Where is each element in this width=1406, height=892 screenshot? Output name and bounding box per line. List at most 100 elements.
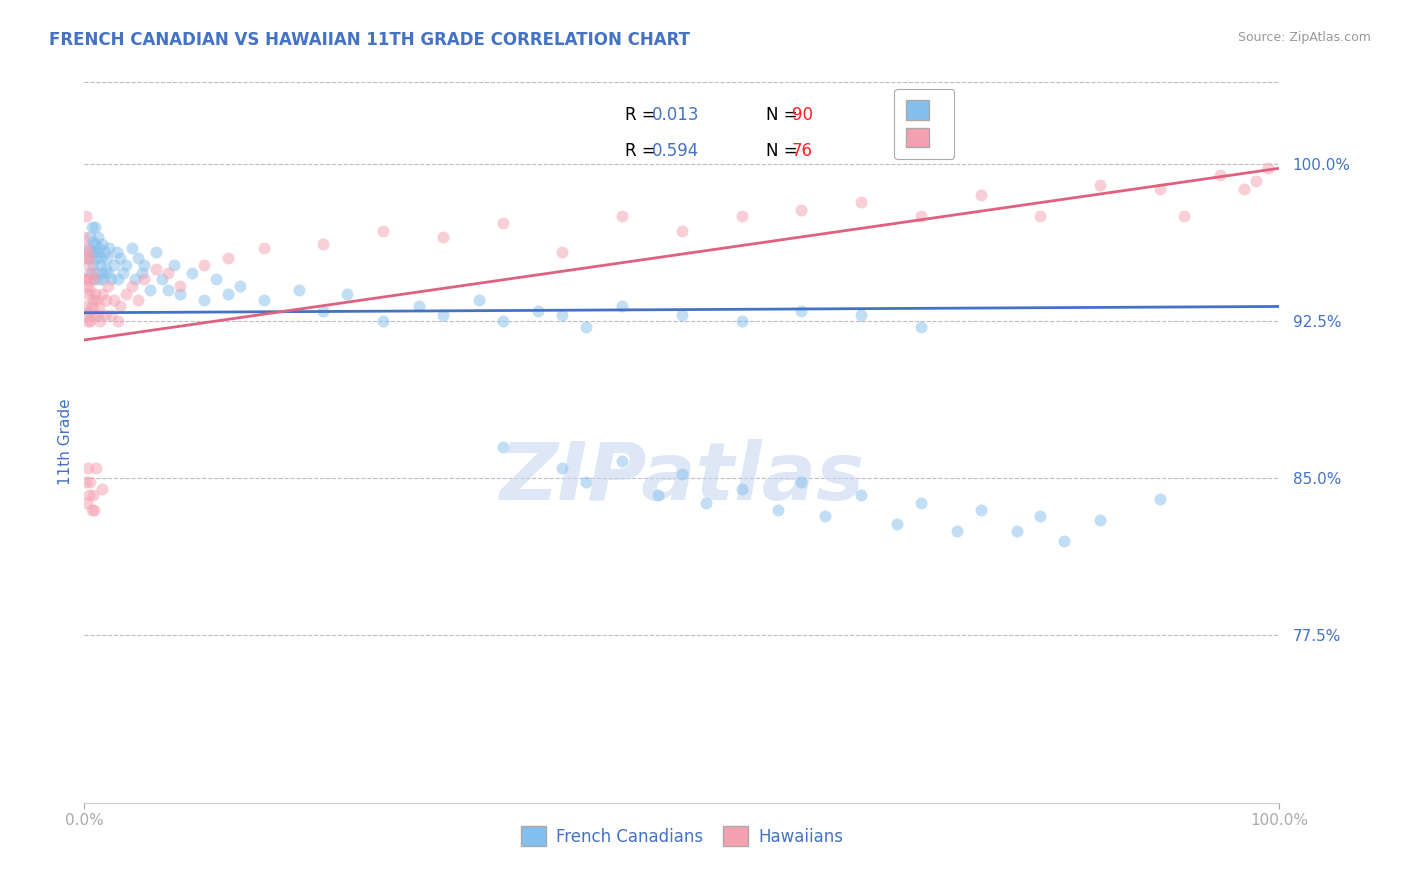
Point <box>84 286 107 301</box>
Point <box>86 230 108 244</box>
Point <box>1090 178 1112 192</box>
Point <box>94 293 117 308</box>
Point <box>110 300 132 314</box>
Point <box>77 460 100 475</box>
Text: 0.594: 0.594 <box>652 142 699 160</box>
Point <box>98 241 121 255</box>
Point <box>84 219 107 234</box>
Point <box>946 524 969 538</box>
Point <box>970 502 993 516</box>
Text: R =: R = <box>624 105 661 124</box>
Point <box>105 245 128 260</box>
Point <box>1053 534 1076 549</box>
Text: 90: 90 <box>792 105 813 124</box>
Point <box>312 303 335 318</box>
Point <box>851 308 873 322</box>
Point <box>131 266 153 280</box>
Point <box>169 286 191 301</box>
Point <box>89 314 111 328</box>
Point <box>612 300 634 314</box>
Point <box>1173 210 1195 224</box>
Point <box>1149 492 1171 507</box>
Point <box>169 278 191 293</box>
Point <box>77 314 100 328</box>
Point <box>84 236 107 251</box>
Point <box>83 272 105 286</box>
Point <box>851 488 873 502</box>
Point <box>73 272 96 286</box>
Point <box>910 210 932 224</box>
Point <box>217 252 239 266</box>
Point <box>132 258 156 272</box>
Point <box>90 252 112 266</box>
Point <box>87 241 110 255</box>
Point <box>910 320 932 334</box>
Point <box>100 308 122 322</box>
Point <box>103 293 125 308</box>
Point <box>94 261 117 276</box>
Point <box>82 293 104 308</box>
Point <box>970 188 993 202</box>
Point <box>86 266 108 280</box>
Text: Source: ZipAtlas.com: Source: ZipAtlas.com <box>1237 31 1371 45</box>
Point <box>75 210 97 224</box>
Point <box>612 454 634 468</box>
Point <box>121 241 143 255</box>
Point <box>671 308 693 322</box>
Point <box>1029 508 1052 523</box>
Point <box>111 266 134 280</box>
Point <box>87 272 110 286</box>
Text: FRENCH CANADIAN VS HAWAIIAN 11TH GRADE CORRELATION CHART: FRENCH CANADIAN VS HAWAIIAN 11TH GRADE C… <box>49 31 690 49</box>
Point <box>1209 168 1232 182</box>
Point <box>83 245 105 260</box>
Point <box>80 300 103 314</box>
Point <box>127 252 149 266</box>
Point <box>77 272 100 286</box>
Text: N =: N = <box>766 105 803 124</box>
Point <box>288 283 311 297</box>
Point <box>73 230 96 244</box>
Point <box>1244 174 1267 188</box>
Point <box>73 252 96 266</box>
Point <box>492 440 515 454</box>
Point <box>671 467 693 481</box>
Point <box>527 303 550 318</box>
Point <box>76 308 98 322</box>
Point <box>77 258 100 272</box>
Point <box>107 272 129 286</box>
Point <box>575 320 598 334</box>
Point <box>217 286 239 301</box>
Point <box>86 460 108 475</box>
Point <box>79 314 101 328</box>
Point <box>551 308 574 322</box>
Point <box>373 224 395 238</box>
Point <box>886 517 908 532</box>
Y-axis label: 11th Grade: 11th Grade <box>58 398 73 485</box>
Point <box>432 230 454 244</box>
Point <box>1029 210 1052 224</box>
Point <box>492 216 515 230</box>
Point <box>612 210 634 224</box>
Point <box>139 283 162 297</box>
Text: ZIPatlas: ZIPatlas <box>499 439 865 516</box>
Point <box>80 219 103 234</box>
Point <box>229 278 252 293</box>
Point <box>75 272 97 286</box>
Point <box>77 286 100 301</box>
Point <box>731 314 754 328</box>
Point <box>157 283 180 297</box>
Point <box>695 496 717 510</box>
Point <box>93 272 115 286</box>
Point <box>145 245 167 260</box>
Text: N =: N = <box>766 142 803 160</box>
Point <box>91 286 114 301</box>
Point <box>77 488 100 502</box>
Point <box>1233 182 1256 196</box>
Point <box>86 252 108 266</box>
Point <box>193 293 215 308</box>
Point <box>790 203 813 218</box>
Text: 0.013: 0.013 <box>652 105 700 124</box>
Point <box>115 286 138 301</box>
Point <box>87 300 110 314</box>
Point <box>96 252 118 266</box>
